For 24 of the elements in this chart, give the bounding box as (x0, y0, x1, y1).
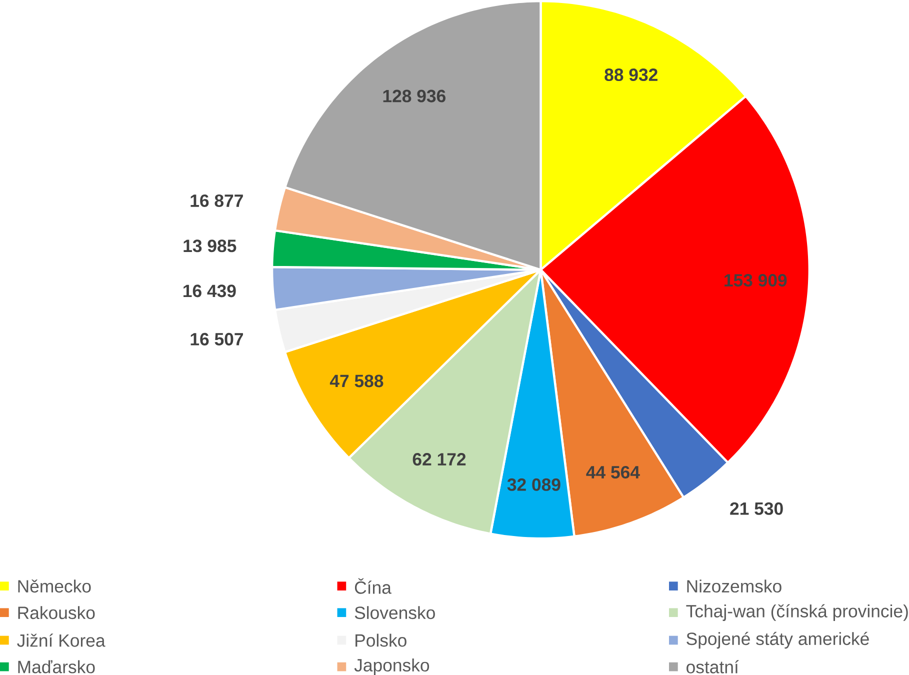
legend-label: Jižní Korea (17, 634, 106, 647)
legend-label: Japonsko (354, 658, 430, 675)
data-label: 16 507 (190, 332, 243, 346)
data-label: 13 985 (184, 240, 236, 252)
legend-label: Čína (354, 578, 392, 594)
data-label: 32 089 (507, 478, 560, 491)
legend-label: Německo (18, 580, 91, 593)
legend-label: Tchaj-wan (čínská provincie) (686, 604, 908, 621)
legend-label: Slovensko (354, 606, 435, 620)
data-label: 44 564 (586, 466, 640, 479)
legend-label: Nizozemsko (687, 580, 782, 593)
legend-label: Rakousko (18, 606, 95, 620)
legend-label: ostatní (686, 660, 739, 674)
data-label: 21 530 (730, 502, 783, 515)
legend-label: Maďarsko (18, 660, 95, 674)
data-label: 47 588 (330, 374, 384, 388)
data-label: 62 172 (412, 453, 466, 466)
data-label: 128 936 (383, 90, 446, 102)
legend-label: Polsko (356, 634, 406, 647)
legend-label: Spojené státy americké (686, 632, 869, 649)
data-label: 88 932 (604, 68, 658, 82)
data-label: 16 439 (184, 284, 236, 298)
data-label: 153 909 (724, 274, 787, 287)
data-label: 16 877 (190, 194, 243, 207)
